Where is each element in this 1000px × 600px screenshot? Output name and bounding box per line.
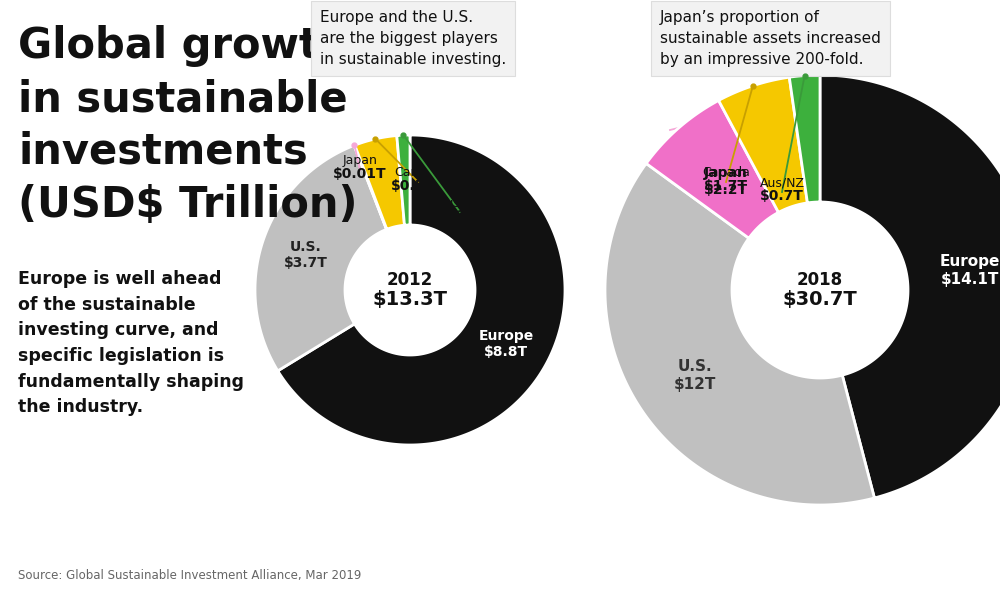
Text: Japan: Japan — [343, 154, 377, 167]
Text: U.S.
$3.7T: U.S. $3.7T — [284, 239, 328, 270]
Text: 2012: 2012 — [387, 271, 433, 289]
Polygon shape — [397, 135, 410, 225]
Text: investments: investments — [18, 131, 308, 173]
Text: Aus/NZ: Aus/NZ — [760, 176, 804, 189]
Text: Global growth: Global growth — [18, 25, 349, 67]
Polygon shape — [719, 77, 807, 212]
Polygon shape — [820, 75, 1000, 498]
Text: Aus/NZ: Aus/NZ — [438, 196, 482, 209]
Text: Europe is well ahead
of the sustainable
investing curve, and
specific legislatio: Europe is well ahead of the sustainable … — [18, 270, 244, 416]
Text: Europe
$14.1T: Europe $14.1T — [940, 254, 1000, 287]
Text: Japan
$2.2T: Japan $2.2T — [703, 166, 748, 197]
Text: Japan’s proportion of
sustainable assets increased
by an impressive 200-fold.: Japan’s proportion of sustainable assets… — [660, 10, 881, 67]
Polygon shape — [789, 75, 820, 203]
Polygon shape — [278, 135, 565, 445]
Circle shape — [732, 202, 908, 378]
Text: Europe
$8.8T: Europe $8.8T — [478, 329, 534, 359]
Text: $0.59T: $0.59T — [391, 179, 445, 193]
Text: $1.7T: $1.7T — [704, 179, 748, 193]
Text: Source: Global Sustainable Investment Alliance, Mar 2019: Source: Global Sustainable Investment Al… — [18, 569, 361, 582]
Text: $13.3T: $13.3T — [372, 290, 448, 310]
Polygon shape — [646, 100, 778, 238]
Text: (USD$ Trillion): (USD$ Trillion) — [18, 184, 358, 226]
Text: 2018: 2018 — [797, 271, 843, 289]
Polygon shape — [354, 145, 387, 229]
Polygon shape — [255, 145, 387, 371]
Circle shape — [345, 225, 475, 355]
Text: $0.7T: $0.7T — [760, 189, 804, 203]
Text: U.S.
$12T: U.S. $12T — [674, 359, 716, 392]
Text: $0.18T: $0.18T — [433, 209, 487, 223]
Text: in sustainable: in sustainable — [18, 78, 348, 120]
Text: $0.01T: $0.01T — [333, 167, 387, 181]
Text: $30.7T: $30.7T — [783, 290, 857, 310]
Text: Canada: Canada — [702, 166, 750, 179]
Text: Canada: Canada — [394, 166, 442, 179]
Text: Europe and the U.S.
are the biggest players
in sustainable investing.: Europe and the U.S. are the biggest play… — [320, 10, 506, 67]
Polygon shape — [605, 163, 874, 505]
Polygon shape — [355, 136, 404, 229]
